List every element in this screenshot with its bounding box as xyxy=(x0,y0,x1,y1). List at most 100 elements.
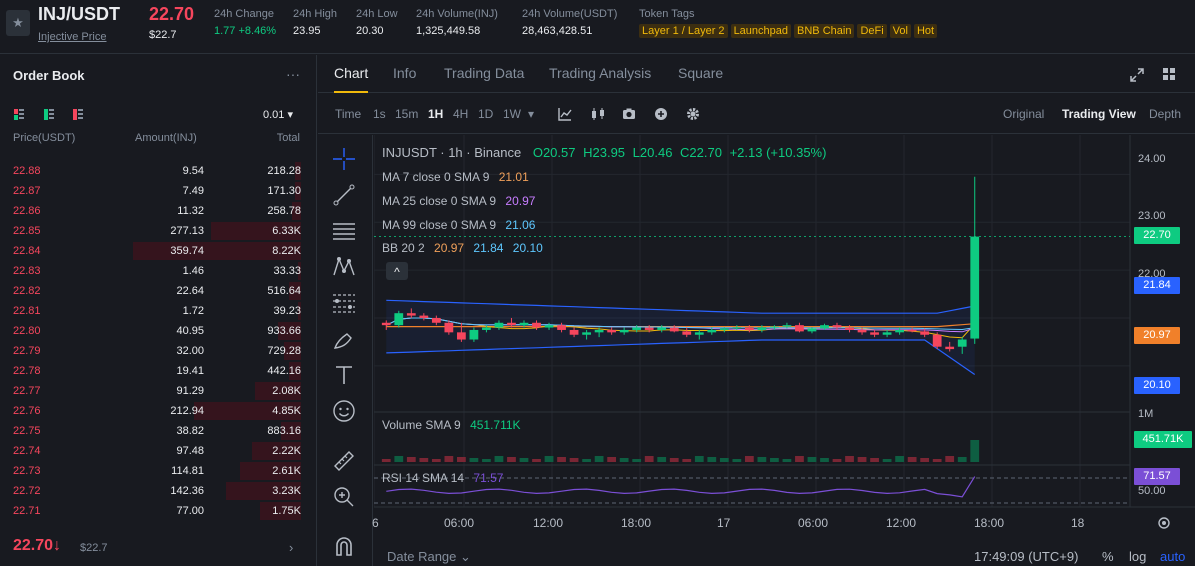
ask-row[interactable]: 22.86 11.32 258.78 xyxy=(0,201,317,221)
ask-price: 22.86 xyxy=(13,205,41,217)
ask-row[interactable]: 22.82 22.64 516.64 xyxy=(0,281,317,301)
zoom-in-icon[interactable] xyxy=(332,485,356,509)
ask-row[interactable]: 22.72 142.36 3.23K xyxy=(0,481,317,501)
view-bids-icon[interactable] xyxy=(44,109,54,120)
ask-row[interactable]: 22.83 1.46 33.33 xyxy=(0,261,317,281)
ask-row[interactable]: 22.78 19.41 442.16 xyxy=(0,361,317,381)
ask-row[interactable]: 22.74 97.48 2.22K xyxy=(0,441,317,461)
date-range-button[interactable]: Date Range ⌄ xyxy=(387,549,471,564)
ask-row[interactable]: 22.84 359.74 8.22K xyxy=(0,241,317,261)
ask-row[interactable]: 22.75 38.82 883.16 xyxy=(0,421,317,441)
tag-hot[interactable]: Hot xyxy=(913,24,938,38)
tag-vol[interactable]: Vol xyxy=(889,24,911,38)
interval-1s[interactable]: 1s xyxy=(373,107,386,121)
candle-body xyxy=(870,332,879,335)
log-toggle[interactable]: log xyxy=(1129,549,1147,564)
text-tool-icon[interactable] xyxy=(332,363,356,387)
volume-bar xyxy=(669,458,679,462)
horizontal-lines-icon[interactable] xyxy=(332,219,356,243)
ask-row[interactable]: 22.87 7.49 171.30 xyxy=(0,181,317,201)
tab-chart[interactable]: Chart xyxy=(334,65,369,81)
fullscreen-icon[interactable] xyxy=(1130,68,1144,82)
candle-body xyxy=(694,332,704,335)
crosshair-icon[interactable] xyxy=(332,147,356,171)
depth-bar xyxy=(226,482,301,500)
pair-subtitle-link[interactable]: Injective Price xyxy=(38,31,107,43)
indicator-chart-icon[interactable] xyxy=(558,107,572,121)
ask-row[interactable]: 22.79 32.00 729.28 xyxy=(0,341,317,361)
view-original[interactable]: Original xyxy=(1003,107,1045,121)
view-trading-view[interactable]: Trading View xyxy=(1062,107,1136,121)
axis-settings-icon[interactable] xyxy=(1156,515,1172,531)
fib-retracement-icon[interactable] xyxy=(332,291,356,315)
ask-row[interactable]: 22.80 40.95 933.66 xyxy=(0,321,317,341)
ask-row[interactable]: 22.76 212.94 4.85K xyxy=(0,401,317,421)
chart-canvas[interactable] xyxy=(374,135,1195,566)
ask-total: 442.16 xyxy=(267,365,301,377)
view-depth[interactable]: Depth xyxy=(1149,107,1182,121)
trend-line-icon[interactable] xyxy=(332,183,356,207)
ask-row[interactable]: 22.88 9.54 218.28 xyxy=(0,161,317,181)
magnet-icon[interactable] xyxy=(332,534,356,558)
tab-trading-data[interactable]: Trading Data xyxy=(444,65,525,81)
bb-upper-line xyxy=(386,299,975,314)
candle-body xyxy=(682,331,692,335)
candle-body xyxy=(770,326,779,328)
layout-grid-icon[interactable] xyxy=(1162,67,1176,81)
col-header-price: Price(USDT) xyxy=(13,132,76,144)
interval-1w[interactable]: 1W xyxy=(503,107,521,121)
depth-bar xyxy=(295,182,301,200)
ask-row[interactable]: 22.71 77.00 1.75K xyxy=(0,501,317,521)
depth-bar xyxy=(289,362,301,380)
candle-type-icon[interactable] xyxy=(590,107,606,121)
tick-size-select[interactable]: 0.01 ▾ xyxy=(263,109,293,121)
settings-gear-icon[interactable] xyxy=(686,107,700,121)
ask-total: 39.23 xyxy=(273,305,301,317)
candle-body xyxy=(807,328,817,332)
view-both-icon[interactable] xyxy=(14,109,24,120)
tag-launchpad[interactable]: Launchpad xyxy=(730,24,792,38)
tab-square[interactable]: Square xyxy=(678,65,724,81)
candle-body xyxy=(632,327,642,330)
view-asks-icon[interactable] xyxy=(73,109,83,120)
emoji-icon[interactable] xyxy=(332,399,356,423)
favorite-star-icon[interactable]: ★ xyxy=(6,10,30,36)
auto-toggle[interactable]: auto xyxy=(1160,549,1186,564)
interval-1d[interactable]: 1D xyxy=(478,107,494,121)
ask-rows: 22.88 9.54 218.28 22.87 7.49 171.30 22.86 11.32… xyxy=(0,161,317,521)
pattern-icon[interactable] xyxy=(332,255,356,279)
ask-row[interactable]: 22.73 114.81 2.61K xyxy=(0,461,317,481)
tag-layer1[interactable]: Layer 1 / Layer 2 xyxy=(639,24,728,38)
candle-body xyxy=(557,325,566,330)
bb-fill xyxy=(386,300,975,375)
volume-bar xyxy=(444,456,454,462)
ask-amount: 359.74 xyxy=(170,245,204,257)
tab-info[interactable]: Info xyxy=(393,65,417,81)
interval-15m[interactable]: 15m xyxy=(395,107,419,121)
ask-row[interactable]: 22.85 277.13 6.33K xyxy=(0,221,317,241)
pair-title: INJ/USDT xyxy=(38,4,121,24)
chevron-right-icon[interactable]: › xyxy=(289,540,294,555)
brush-icon[interactable] xyxy=(332,327,356,351)
ask-total: 4.85K xyxy=(272,405,301,417)
percent-toggle[interactable]: % xyxy=(1102,549,1114,564)
more-options-icon[interactable]: ··· xyxy=(286,66,300,82)
ask-price: 22.71 xyxy=(13,505,41,517)
candlestick-chart[interactable]: INJUSDT · 1h · Binance O20.57 H23.95 L20… xyxy=(372,135,1195,566)
collapse-legend-button[interactable]: ^ xyxy=(386,262,408,280)
ask-row[interactable]: 22.81 1.72 39.23 xyxy=(0,301,317,321)
interval-more-chevron-icon[interactable]: ▾ xyxy=(528,107,535,121)
tag-defi[interactable]: DeFi xyxy=(857,24,887,38)
tag-bnb-chain[interactable]: BNB Chain xyxy=(794,24,855,38)
stat-24h-change: 24h Change 1.77 +8.46% xyxy=(214,8,277,37)
ruler-icon[interactable] xyxy=(332,449,356,473)
camera-icon[interactable] xyxy=(622,107,636,121)
ask-total: 2.22K xyxy=(272,445,301,457)
volume-bar xyxy=(419,458,429,462)
add-indicator-icon[interactable] xyxy=(654,107,668,121)
ask-price: 22.85 xyxy=(13,225,41,237)
interval-1h[interactable]: 1H xyxy=(428,107,444,121)
ask-row[interactable]: 22.77 91.29 2.08K xyxy=(0,381,317,401)
tab-trading-analysis[interactable]: Trading Analysis xyxy=(549,65,652,81)
interval-4h[interactable]: 4H xyxy=(453,107,469,121)
